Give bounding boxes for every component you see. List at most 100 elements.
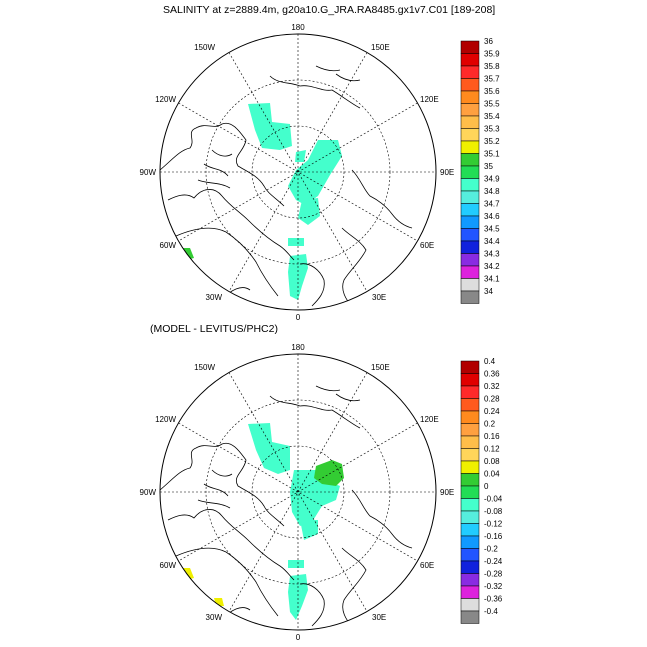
difference-patch	[248, 423, 290, 474]
panel-2-title: (MODEL - LEVITUS/PHC2)	[150, 323, 278, 335]
colorbar-label: 0.36	[484, 370, 500, 379]
colorbar-label: 35.2	[484, 137, 500, 146]
salinity-patch	[298, 198, 320, 225]
colorbar-swatch	[460, 178, 480, 192]
colorbar-label: 34.9	[484, 175, 500, 184]
longitude-labels: 180 150W 150E 120W 120E 90W 90E 60W 60E …	[140, 343, 455, 642]
lon-label-180: 180	[291, 343, 305, 352]
lon-label-90w: 90W	[140, 488, 157, 497]
colorbar-label: 35	[484, 162, 493, 171]
lon-label-120w: 120W	[155, 95, 176, 104]
colorbar-label: 34.8	[484, 187, 500, 196]
difference-patch	[288, 560, 304, 568]
colorbar-swatch	[460, 473, 480, 487]
colorbar-label: 0.08	[484, 457, 500, 466]
colorbar-label: 34.6	[484, 212, 500, 221]
colorbar-label: 34	[484, 287, 493, 296]
lon-label-90e: 90E	[440, 488, 454, 497]
lon-label-120e: 120E	[420, 95, 439, 104]
lon-label-30w: 30W	[206, 613, 223, 622]
colorbar-label: 35.7	[484, 75, 500, 84]
colorbar-swatch	[460, 535, 480, 549]
colorbar-swatch	[460, 115, 480, 129]
colorbar-label: 35.1	[484, 150, 500, 159]
colorbar-swatch	[460, 203, 480, 217]
salinity-patch	[288, 140, 342, 205]
colorbar-swatch	[460, 385, 480, 399]
difference-fill-patches	[183, 423, 344, 620]
colorbar-label: 0.04	[484, 470, 500, 479]
salinity-patch	[183, 248, 194, 260]
colorbar-label: 34.5	[484, 225, 500, 234]
graticule	[160, 34, 436, 310]
lon-label-30e: 30E	[372, 293, 386, 302]
salinity-patch	[295, 150, 306, 162]
colorbar-swatch	[460, 398, 480, 412]
lon-label-60w: 60W	[160, 561, 177, 570]
colorbar-label: 34.2	[484, 262, 500, 271]
lon-label-0: 0	[296, 313, 301, 322]
colorbar-swatch	[460, 435, 480, 449]
colorbar-label: 34.3	[484, 250, 500, 259]
lon-label-30e: 30E	[372, 613, 386, 622]
longitude-labels: 180 150W 150E 120W 120E 90W 90E 60W 60E …	[140, 23, 455, 322]
colorbar-1: 36 35.9 35.8 35.7 35.6 35.5 35.4 35.3 35.2 35.1 35…	[460, 37, 500, 304]
colorbar-label: 0.2	[484, 420, 496, 429]
colorbar-label: 35.8	[484, 62, 500, 71]
colorbar-swatch	[460, 90, 480, 104]
colorbar-label: 0.12	[484, 445, 500, 454]
lon-label-120e: 120E	[420, 415, 439, 424]
colorbar-swatch	[460, 360, 480, 374]
colorbar-swatch	[460, 573, 480, 587]
colorbar-swatch	[460, 65, 480, 79]
colorbar-swatch	[460, 548, 480, 562]
colorbar-swatch	[460, 78, 480, 92]
difference-patch	[183, 568, 194, 580]
colorbar-label: 35.6	[484, 87, 500, 96]
lon-label-60e: 60E	[420, 561, 434, 570]
colorbar-swatch	[460, 598, 480, 612]
colorbar-label: -0.32	[484, 582, 503, 591]
colorbar-swatch	[460, 373, 480, 387]
coastlines	[160, 65, 413, 307]
lon-label-30w: 30W	[206, 293, 223, 302]
colorbar-swatch	[460, 523, 480, 537]
colorbar-swatch	[460, 228, 480, 242]
colorbar-label: 0	[484, 482, 489, 491]
colorbar-swatch	[460, 240, 480, 254]
colorbar-label: -0.16	[484, 532, 503, 541]
colorbar-label: 0.16	[484, 432, 500, 441]
colorbar-label: 0.4	[484, 357, 496, 366]
colorbar-swatch	[460, 460, 480, 474]
colorbar-label: 35.5	[484, 100, 500, 109]
panel-2-map: 180 150W 150E 120W 120E 90W 90E 60W 60E …	[140, 343, 503, 642]
lon-label-180: 180	[291, 23, 305, 32]
colorbar-label: -0.04	[484, 495, 503, 504]
colorbar-swatch	[460, 448, 480, 462]
salinity-patch	[248, 103, 292, 150]
colorbar-swatch	[460, 498, 480, 512]
graticule	[160, 354, 436, 630]
colorbar-swatch	[460, 510, 480, 524]
panel-1-map: 180 150W 150E 120W 120E 90W 90E 60W 60E …	[140, 23, 501, 322]
colorbar-swatch	[460, 103, 480, 117]
colorbar-swatch	[460, 153, 480, 167]
colorbar-swatch	[460, 560, 480, 574]
colorbar-label: -0.28	[484, 570, 503, 579]
colorbar-label: 34.4	[484, 237, 500, 246]
colorbar-label: 35.3	[484, 125, 500, 134]
colorbar-label: -0.2	[484, 545, 498, 554]
colorbar-label: 0.24	[484, 407, 500, 416]
difference-patch	[300, 520, 318, 540]
colorbar-label: -0.4	[484, 607, 498, 616]
colorbar-swatch	[460, 190, 480, 204]
lon-label-0: 0	[296, 633, 301, 642]
colorbar-swatch	[460, 278, 480, 292]
colorbar-swatch	[460, 610, 480, 624]
lon-label-90e: 90E	[440, 168, 454, 177]
colorbar-label: 0.28	[484, 395, 500, 404]
colorbar-swatch	[460, 140, 480, 154]
colorbar-swatch	[460, 410, 480, 424]
salinity-patch	[288, 254, 308, 300]
